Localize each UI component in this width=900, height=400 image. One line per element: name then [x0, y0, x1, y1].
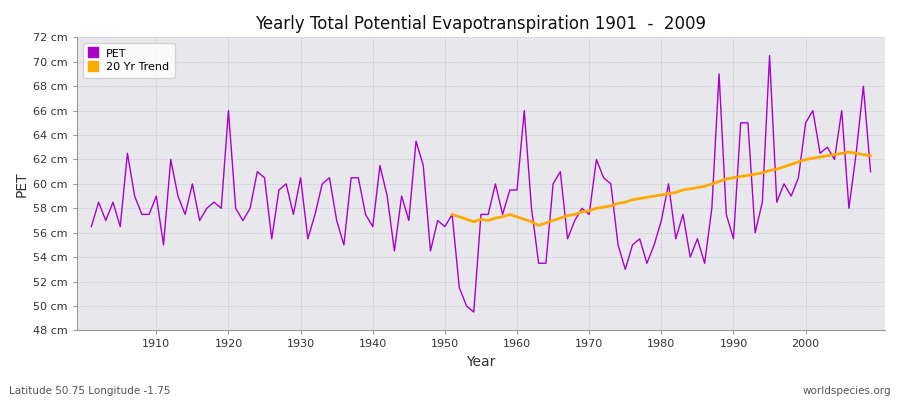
- 20 Yr Trend: [511, 214, 522, 219]
- PET: [346, 175, 356, 180]
- PET: [865, 169, 876, 174]
- 20 Yr Trend: [865, 153, 876, 158]
- X-axis label: Year: Year: [466, 355, 496, 369]
- PET: [302, 236, 313, 241]
- PET: [468, 310, 479, 314]
- 20 Yr Trend: [562, 213, 573, 218]
- Y-axis label: PET: PET: [15, 171, 29, 197]
- 20 Yr Trend: [757, 170, 768, 175]
- 20 Yr Trend: [490, 216, 500, 220]
- PET: [764, 53, 775, 58]
- PET: [86, 224, 97, 229]
- 20 Yr Trend: [843, 150, 854, 154]
- PET: [519, 108, 530, 113]
- Line: 20 Yr Trend: 20 Yr Trend: [452, 152, 870, 225]
- PET: [606, 182, 616, 186]
- 20 Yr Trend: [461, 217, 472, 222]
- 20 Yr Trend: [534, 223, 544, 228]
- 20 Yr Trend: [670, 190, 681, 195]
- Legend: PET, 20 Yr Trend: PET, 20 Yr Trend: [83, 43, 175, 78]
- Text: worldspecies.org: worldspecies.org: [803, 386, 891, 396]
- PET: [144, 212, 155, 217]
- Title: Yearly Total Potential Evapotranspiration 1901  -  2009: Yearly Total Potential Evapotranspiratio…: [256, 15, 706, 33]
- 20 Yr Trend: [446, 212, 457, 217]
- Line: PET: PET: [92, 56, 870, 312]
- PET: [511, 188, 522, 192]
- Text: Latitude 50.75 Longitude -1.75: Latitude 50.75 Longitude -1.75: [9, 386, 170, 396]
